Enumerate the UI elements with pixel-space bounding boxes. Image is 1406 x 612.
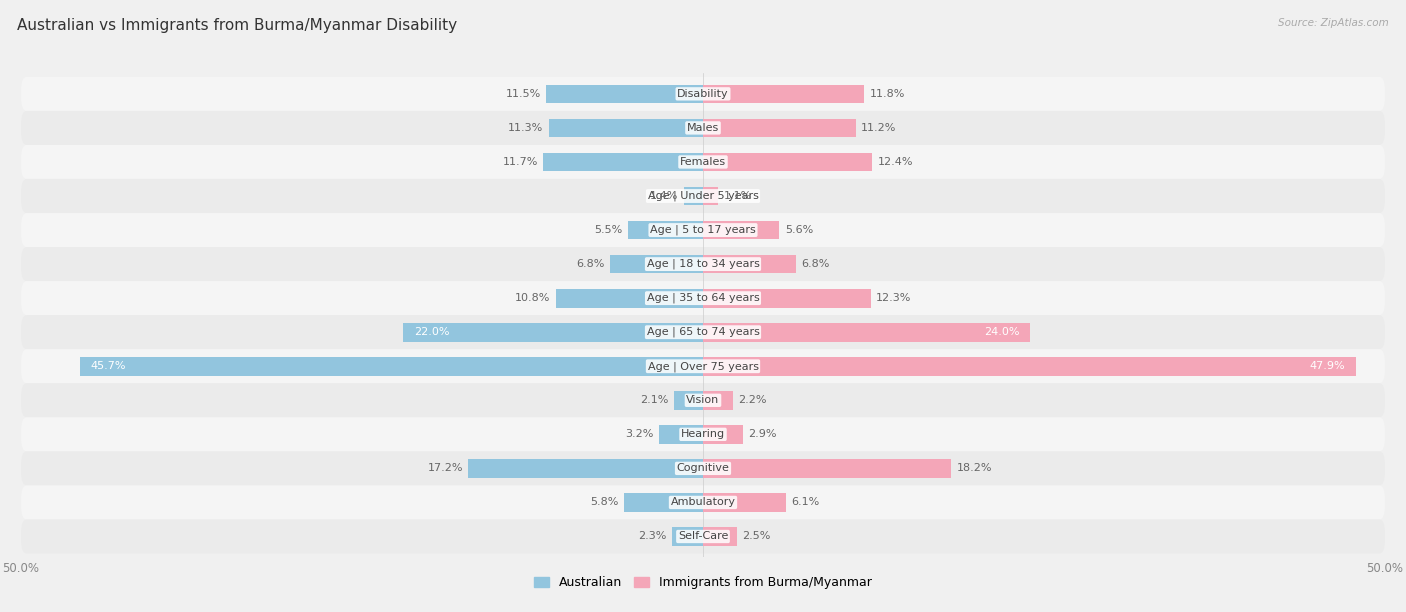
Bar	[703, 187, 718, 206]
Text: 6.1%: 6.1%	[792, 498, 820, 507]
Text: Vision: Vision	[686, 395, 720, 405]
Text: Disability: Disability	[678, 89, 728, 99]
Bar	[404, 323, 703, 341]
FancyBboxPatch shape	[21, 111, 1385, 145]
Text: 18.2%: 18.2%	[956, 463, 993, 474]
Text: Age | 18 to 34 years: Age | 18 to 34 years	[647, 259, 759, 269]
Bar	[703, 323, 1031, 341]
Text: Cognitive: Cognitive	[676, 463, 730, 474]
Bar	[703, 425, 742, 444]
Text: 11.3%: 11.3%	[508, 123, 544, 133]
Bar	[703, 493, 786, 512]
FancyBboxPatch shape	[21, 77, 1385, 111]
Text: 3.2%: 3.2%	[626, 430, 654, 439]
Legend: Australian, Immigrants from Burma/Myanmar: Australian, Immigrants from Burma/Myanma…	[529, 571, 877, 594]
Bar	[703, 152, 872, 171]
Bar	[80, 357, 703, 376]
Bar	[703, 357, 1357, 376]
Text: 1.4%: 1.4%	[650, 191, 679, 201]
FancyBboxPatch shape	[21, 179, 1385, 213]
FancyBboxPatch shape	[21, 281, 1385, 315]
Bar	[555, 289, 703, 307]
Bar	[703, 119, 856, 137]
Text: 24.0%: 24.0%	[984, 327, 1019, 337]
Text: 12.4%: 12.4%	[877, 157, 912, 167]
Text: 6.8%: 6.8%	[801, 259, 830, 269]
Text: 5.6%: 5.6%	[785, 225, 813, 235]
Bar	[703, 221, 779, 239]
Text: 2.5%: 2.5%	[742, 531, 770, 542]
Bar	[672, 527, 703, 546]
Text: 2.3%: 2.3%	[638, 531, 666, 542]
Text: 5.8%: 5.8%	[591, 498, 619, 507]
Text: Age | Over 75 years: Age | Over 75 years	[648, 361, 758, 371]
Bar	[544, 152, 703, 171]
Bar	[468, 459, 703, 478]
Text: Age | Under 5 years: Age | Under 5 years	[648, 191, 758, 201]
Text: 12.3%: 12.3%	[876, 293, 911, 303]
Bar	[683, 187, 703, 206]
FancyBboxPatch shape	[21, 315, 1385, 349]
Text: 2.2%: 2.2%	[738, 395, 766, 405]
FancyBboxPatch shape	[21, 383, 1385, 417]
FancyBboxPatch shape	[21, 247, 1385, 281]
FancyBboxPatch shape	[21, 145, 1385, 179]
Bar	[703, 391, 733, 409]
Text: 5.5%: 5.5%	[595, 225, 623, 235]
Text: 1.1%: 1.1%	[724, 191, 752, 201]
FancyBboxPatch shape	[21, 213, 1385, 247]
Bar	[703, 255, 796, 274]
Text: Age | 5 to 17 years: Age | 5 to 17 years	[650, 225, 756, 235]
Text: 22.0%: 22.0%	[413, 327, 450, 337]
Text: Source: ZipAtlas.com: Source: ZipAtlas.com	[1278, 18, 1389, 28]
Text: Hearing: Hearing	[681, 430, 725, 439]
Bar	[703, 84, 863, 103]
Text: 17.2%: 17.2%	[427, 463, 463, 474]
FancyBboxPatch shape	[21, 417, 1385, 452]
Bar	[548, 119, 703, 137]
Bar	[610, 255, 703, 274]
Text: Self-Care: Self-Care	[678, 531, 728, 542]
Text: Ambulatory: Ambulatory	[671, 498, 735, 507]
Text: Males: Males	[688, 123, 718, 133]
Text: Females: Females	[681, 157, 725, 167]
Text: 11.5%: 11.5%	[505, 89, 541, 99]
Text: 2.9%: 2.9%	[748, 430, 776, 439]
Bar	[703, 289, 870, 307]
Text: Age | 35 to 64 years: Age | 35 to 64 years	[647, 293, 759, 304]
Text: 47.9%: 47.9%	[1310, 361, 1346, 371]
Text: 11.8%: 11.8%	[869, 89, 905, 99]
Text: 10.8%: 10.8%	[515, 293, 550, 303]
Text: Age | 65 to 74 years: Age | 65 to 74 years	[647, 327, 759, 337]
Bar	[546, 84, 703, 103]
Bar	[703, 527, 737, 546]
Text: 11.2%: 11.2%	[862, 123, 897, 133]
Text: Australian vs Immigrants from Burma/Myanmar Disability: Australian vs Immigrants from Burma/Myan…	[17, 18, 457, 34]
Bar	[628, 221, 703, 239]
Text: 45.7%: 45.7%	[90, 361, 127, 371]
FancyBboxPatch shape	[21, 485, 1385, 520]
Bar	[675, 391, 703, 409]
FancyBboxPatch shape	[21, 452, 1385, 485]
FancyBboxPatch shape	[21, 520, 1385, 553]
FancyBboxPatch shape	[21, 349, 1385, 383]
Bar	[659, 425, 703, 444]
Bar	[624, 493, 703, 512]
Text: 6.8%: 6.8%	[576, 259, 605, 269]
Text: 11.7%: 11.7%	[502, 157, 538, 167]
Text: 2.1%: 2.1%	[641, 395, 669, 405]
Bar	[703, 459, 952, 478]
